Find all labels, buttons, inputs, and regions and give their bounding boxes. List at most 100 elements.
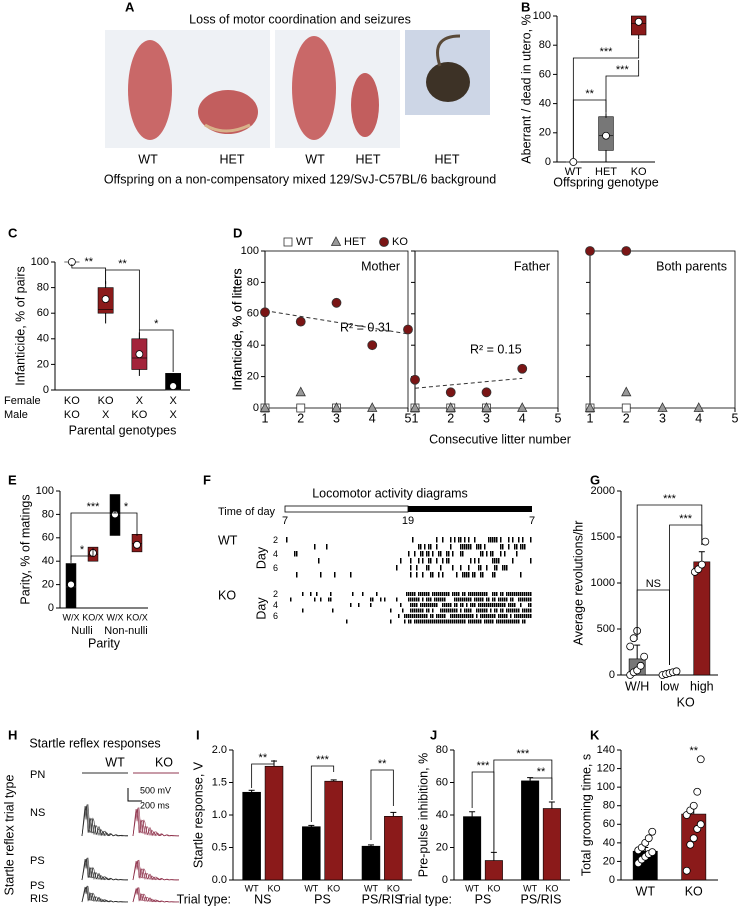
y-axis-label: Infanticide, % of litters (230, 268, 244, 390)
bar (242, 791, 261, 881)
activity-mark (412, 614, 414, 618)
activity-mark (440, 619, 442, 624)
activity-mark (424, 619, 426, 624)
legend-label: WT (296, 236, 313, 248)
activity-mark (460, 614, 462, 618)
annotation: R² = 0.15 (470, 342, 522, 356)
activity-mark (410, 614, 412, 618)
activity-mark (460, 551, 462, 557)
photos (105, 30, 490, 148)
activity-mark (424, 592, 426, 596)
activity-mark (420, 592, 422, 596)
activity-mark (470, 619, 472, 624)
activity-mark (434, 619, 436, 624)
bar-label: WT (304, 883, 318, 893)
scale-bar (127, 788, 142, 802)
x-axis-label: Parental genotypes (69, 423, 177, 437)
plot-frame (414, 250, 559, 409)
activity-mark (410, 572, 412, 578)
activity-mark (442, 597, 444, 602)
activity-mark (460, 544, 462, 550)
x-tick-label: PS (314, 892, 331, 906)
activity-mark (484, 592, 486, 596)
activity-mark (422, 572, 424, 578)
activity-mark (466, 544, 468, 550)
activity-mark (494, 572, 496, 578)
activity-mark (470, 597, 472, 602)
panel-h-title: Startle reflex responses (29, 736, 160, 750)
x-tick-label: PS/RIS (521, 892, 562, 906)
point (331, 297, 342, 308)
activity-mark (414, 619, 416, 624)
activity-mark (486, 551, 488, 557)
x-tick-label: 4 (519, 411, 526, 425)
activity-mark (512, 558, 514, 564)
activity-mark (446, 551, 448, 557)
day-axis-label: Day (254, 597, 268, 620)
activity-mark (476, 597, 478, 602)
legend-label: KO (392, 236, 408, 248)
activity-mark (430, 544, 432, 550)
activity-mark (466, 572, 468, 578)
activity-mark (522, 592, 524, 596)
activity-mark (514, 603, 516, 607)
activity-mark (530, 558, 532, 564)
y-tick-label: 100 (597, 781, 615, 793)
activity-mark (522, 608, 524, 613)
trial-label: RIS (30, 893, 48, 905)
mean-marker (133, 540, 141, 549)
activity-mark (502, 614, 504, 618)
activity-mark (512, 608, 514, 613)
activity-mark (440, 565, 442, 571)
activity-mark (486, 592, 488, 596)
activity-mark (530, 614, 532, 618)
activity-mark (426, 592, 428, 596)
activity-mark (468, 572, 470, 578)
x-tick-label: 4 (369, 411, 376, 425)
activity-mark (404, 614, 406, 618)
row-label: Male (4, 409, 28, 421)
panel-a-title: Loss of motor coordination and seizures (189, 12, 411, 26)
activity-mark (440, 592, 442, 596)
activity-mark (402, 608, 404, 613)
activity-mark (524, 597, 526, 602)
significance-label: ** (689, 745, 698, 757)
y-tick-label: 0.5 (212, 841, 227, 853)
activity-mark (450, 608, 452, 613)
activity-mark (420, 544, 422, 550)
bar (302, 826, 321, 881)
x-tick-label: W/X (63, 612, 80, 622)
activity-mark (502, 608, 504, 613)
data-point (636, 661, 645, 670)
activity-mark (482, 551, 484, 557)
x-tick-label: 3 (659, 411, 666, 425)
trend-line (414, 377, 523, 389)
activity-mark (482, 572, 484, 578)
activity-mark (434, 597, 436, 602)
significance-label: *** (477, 760, 491, 772)
panel-title: Father (514, 259, 550, 273)
activity-mark (524, 592, 526, 596)
y-tick-label: 40 (37, 333, 49, 345)
activity-mark (442, 608, 444, 613)
activity-mark (516, 551, 518, 557)
y-tick-label: 120 (597, 762, 615, 774)
activity-mark (358, 603, 360, 607)
activity-mark (456, 603, 458, 607)
activity-mark (350, 603, 352, 607)
data-point (682, 866, 691, 875)
activity-mark (474, 603, 476, 607)
activity-mark (478, 592, 480, 596)
activity-mark (474, 597, 476, 602)
activity-mark (500, 592, 502, 596)
y-tick-label: 0 (48, 602, 54, 614)
activity-mark (444, 597, 446, 602)
photo-label: HET (220, 152, 245, 166)
activity-mark (486, 565, 488, 571)
activity-mark (422, 551, 424, 557)
bar (484, 860, 503, 881)
activity-mark (452, 592, 454, 596)
y-tick-label: 100 (533, 10, 551, 22)
activity-mark (490, 551, 492, 557)
